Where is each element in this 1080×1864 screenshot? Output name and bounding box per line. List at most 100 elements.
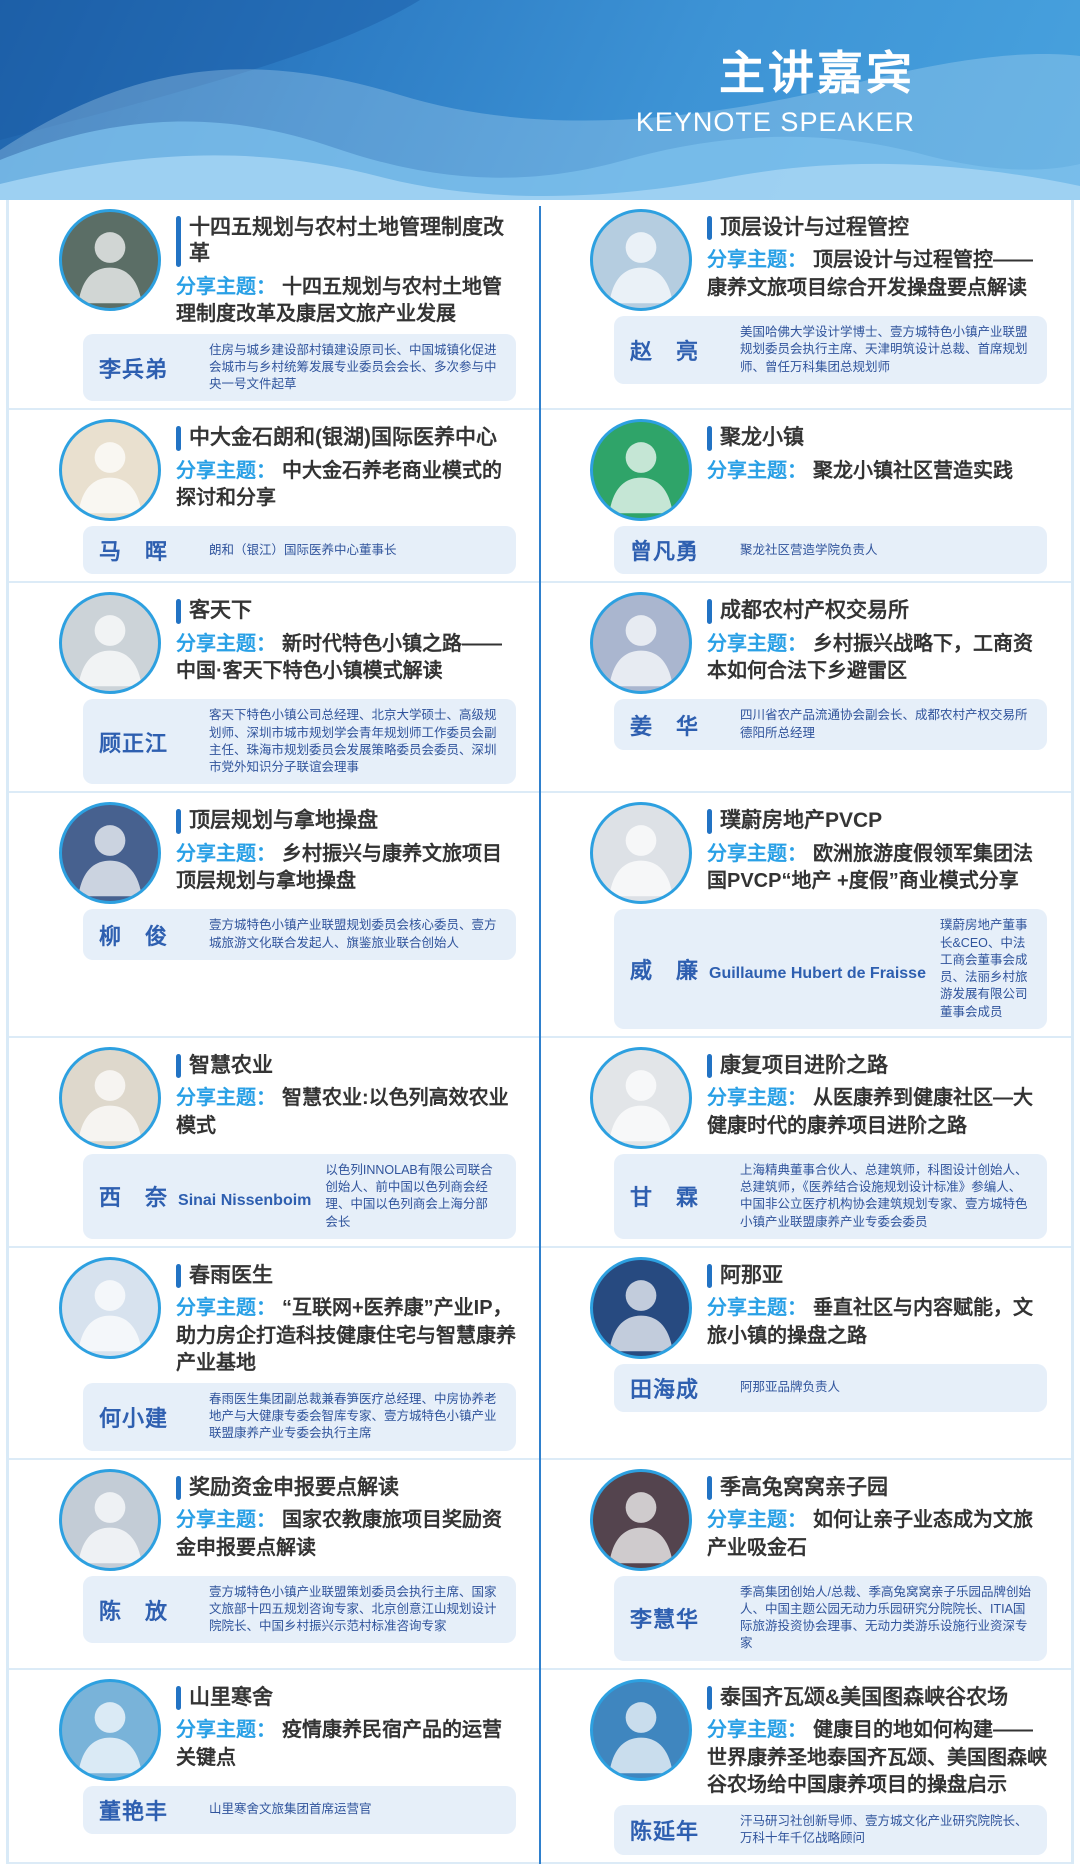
speaker-card: 聚龙小镇 分享主题： 聚龙小镇社区营造实践 曾凡勇 聚龙社区营造学院负责人 bbox=[540, 410, 1071, 584]
person-icon bbox=[78, 1701, 142, 1773]
person-icon bbox=[609, 1070, 673, 1142]
person-icon bbox=[609, 442, 673, 514]
topic-text: 聚龙小镇社区营造实践 bbox=[813, 459, 1013, 482]
speaker-text-block: 智慧农业 分享主题： 智慧农业:以色列高效农业模式 bbox=[176, 1047, 516, 1149]
speaker-photo bbox=[59, 1256, 161, 1359]
person-icon bbox=[609, 1701, 673, 1773]
speaker-photo bbox=[59, 209, 161, 311]
speaker-profile: 顶层设计与过程管控 分享主题： 顶层设计与过程管控——康养文旅项目综合开发操盘要点… bbox=[590, 209, 1047, 311]
topic-text: 十四五规划与农村土地管理制度改革及康居文旅产业发展 bbox=[176, 275, 502, 326]
speaker-name-en: Guillaume Hubert de Fraisse bbox=[709, 965, 926, 983]
speaker-card: 泰国齐瓦颂&美国图森峡谷农场 分享主题： 健康目的地如何构建——世界康养圣地泰国齐… bbox=[540, 1670, 1071, 1864]
topic-label: 分享主题： bbox=[707, 1087, 807, 1110]
speaker-profile: 春雨医生 分享主题： “互联网+医养康”产业IP，助力房企打造科技健康住宅与智慧康… bbox=[59, 1256, 516, 1378]
speaker-topic: 分享主题： 智慧农业:以色列高效农业模式 bbox=[176, 1085, 516, 1140]
person-icon bbox=[78, 1280, 142, 1352]
page-title: 主讲嘉宾 bbox=[719, 47, 915, 99]
speaker-session-title: 康复项目进阶之路 bbox=[707, 1053, 1047, 1079]
speaker-topic: 分享主题： 新时代特色小镇之路——中国·客天下特色小镇模式解读 bbox=[176, 631, 516, 686]
speaker-name-block: 西 奈 Sinai Nissenboim bbox=[99, 1180, 311, 1212]
speaker-topic: 分享主题： 十四五规划与农村土地管理制度改革及康居文旅产业发展 bbox=[176, 274, 516, 329]
speaker-text-block: 十四五规划与农村土地管理制度改革 分享主题： 十四五规划与农村土地管理制度改革及康… bbox=[176, 209, 516, 329]
header-title-block: 主讲嘉宾 KEYNOTE SPEAKER bbox=[636, 48, 915, 138]
speaker-card: 客天下 分享主题： 新时代特色小镇之路——中国·客天下特色小镇模式解读 顾正江 客… bbox=[9, 583, 540, 794]
topic-label: 分享主题： bbox=[176, 1508, 276, 1531]
speaker-photo bbox=[590, 419, 692, 522]
speaker-bio: 壹方城特色小镇产业联盟策划委员会执行主席、国家文旅部十四五规划咨询专家、北京创意… bbox=[209, 1584, 497, 1634]
speaker-profile: 成都农村产权交易所 分享主题： 乡村振兴战略下，工商资本如何合法下乡避雷区 bbox=[590, 592, 1047, 695]
speaker-session-title: 奖励资金申报要点解读 bbox=[176, 1475, 516, 1501]
speaker-name-block: 李慧华 bbox=[630, 1602, 726, 1634]
speaker-photo bbox=[59, 1468, 161, 1571]
topic-text: 乡村振兴与康养文旅项目顶层规划与拿地操盘 bbox=[176, 842, 502, 893]
topic-label: 分享主题： bbox=[707, 842, 807, 865]
speaker-text-block: 客天下 分享主题： 新时代特色小镇之路——中国·客天下特色小镇模式解读 bbox=[176, 592, 516, 694]
speaker-card: 春雨医生 分享主题： “互联网+医养康”产业IP，助力房企打造科技健康住宅与智慧康… bbox=[9, 1248, 540, 1460]
speaker-card: 成都农村产权交易所 分享主题： 乡村振兴战略下，工商资本如何合法下乡避雷区 姜 华… bbox=[540, 583, 1071, 794]
speaker-photo bbox=[59, 592, 161, 695]
speaker-profile: 璞蔚房地产PVCP 分享主题： 欧洲旅游度假领军集团法国PVCP“地产 +度假”商… bbox=[590, 802, 1047, 905]
speaker-bio: 以色列INNOLAB有限公司联合创始人、前中国以色列商会经理、中国以色列商会上海… bbox=[325, 1162, 493, 1229]
speaker-name-block: 董艳丰 bbox=[99, 1794, 195, 1826]
speaker-text-block: 成都农村产权交易所 分享主题： 乡村振兴战略下，工商资本如何合法下乡避雷区 bbox=[707, 592, 1047, 694]
topic-text: 垂直社区与内容赋能，文旅小镇的操盘之路 bbox=[707, 1297, 1033, 1347]
speaker-profile: 中大金石朗和(银湖)国际医养中心 分享主题： 中大金石养老商业模式的探讨和分享 bbox=[59, 419, 516, 522]
speaker-name-block: 赵 亮 bbox=[630, 334, 726, 366]
speaker-name-block: 柳 俊 bbox=[99, 919, 195, 951]
topic-label: 分享主题： bbox=[707, 632, 807, 655]
speaker-card: 顶层规划与拿地操盘 分享主题： 乡村振兴与康养文旅项目顶层规划与拿地操盘 柳 俊 … bbox=[9, 793, 540, 1038]
speaker-session-title: 春雨医生 bbox=[176, 1263, 516, 1289]
person-icon bbox=[78, 232, 142, 304]
speaker-session-title: 阿那亚 bbox=[707, 1263, 1047, 1289]
speaker-name: 赵 亮 bbox=[630, 338, 700, 364]
speaker-name: 陈延年 bbox=[630, 1819, 700, 1844]
speaker-topic: 分享主题： 健康目的地如何构建——世界康养圣地泰国齐瓦颂、美国图森峡谷农场给中国康… bbox=[707, 1717, 1047, 1800]
topic-text: 中大金石养老商业模式的探讨和分享 bbox=[176, 459, 502, 510]
speaker-name: 西 奈 bbox=[99, 1185, 169, 1211]
speaker-photo bbox=[590, 1256, 692, 1359]
topic-label: 分享主题： bbox=[176, 1297, 276, 1320]
speaker-text-block: 山里寒舍 分享主题： 疫情康养民宿产品的运营关键点 bbox=[176, 1679, 516, 1781]
speaker-name-block: 顾正江 bbox=[99, 726, 195, 758]
speaker-session-title: 璞蔚房地产PVCP bbox=[707, 808, 1047, 834]
speaker-bio: 四川省农产品流通协会副会长、成都农村产权交易所德阳所总经理 bbox=[740, 708, 1028, 740]
topic-label: 分享主题： bbox=[176, 1087, 276, 1110]
speaker-card: 季高兔窝窝亲子园 分享主题： 如何让亲子业态成为文旅产业吸金石 李慧华 季高集团创… bbox=[540, 1460, 1071, 1670]
topic-text: 欧洲旅游度假领军集团法国PVCP“地产 +度假”商业模式分享 bbox=[707, 842, 1033, 893]
speaker-card: 奖励资金申报要点解读 分享主题： 国家农教康旅项目奖励资金申报要点解读 陈 放 壹… bbox=[9, 1460, 540, 1670]
speaker-name: 董艳丰 bbox=[99, 1798, 169, 1824]
speaker-topic: 分享主题： “互联网+医养康”产业IP，助力房企打造科技健康住宅与智慧康养产业基地 bbox=[176, 1295, 516, 1378]
speaker-bio: 季高集团创始人/总裁、季高兔窝窝亲子乐园品牌创始人、中国主题公园无动力乐园研究分… bbox=[740, 1584, 1031, 1651]
speaker-photo bbox=[59, 1046, 161, 1149]
speaker-name-block: 甘 霖 bbox=[630, 1180, 726, 1212]
speaker-name: 马 晖 bbox=[99, 539, 169, 565]
speaker-card: 阿那亚 分享主题： 垂直社区与内容赋能，文旅小镇的操盘之路 田海成 阿那亚品牌负责… bbox=[540, 1248, 1071, 1460]
topic-label: 分享主题： bbox=[707, 1297, 807, 1320]
speaker-name: 李慧华 bbox=[630, 1607, 700, 1633]
speaker-bio: 住房与城乡建设部村镇建设原司长、中国城镇化促进会城市与乡村统筹发展专业委员会会长… bbox=[209, 342, 497, 392]
person-icon bbox=[609, 1491, 673, 1563]
column-divider bbox=[539, 206, 541, 1864]
speaker-namebar: 陈 放 壹方城特色小镇产业联盟策划委员会执行主席、国家文旅部十四五规划咨询专家、… bbox=[83, 1575, 516, 1644]
speaker-topic: 分享主题： 顶层设计与过程管控——康养文旅项目综合开发操盘要点解读 bbox=[707, 247, 1047, 302]
speaker-namebar: 李慧华 季高集团创始人/总裁、季高兔窝窝亲子乐园品牌创始人、中国主题公园无动力乐… bbox=[614, 1575, 1047, 1661]
speaker-card: 璞蔚房地产PVCP 分享主题： 欧洲旅游度假领军集团法国PVCP“地产 +度假”商… bbox=[540, 793, 1071, 1038]
speaker-topic: 分享主题： 乡村振兴与康养文旅项目顶层规划与拿地操盘 bbox=[176, 841, 516, 896]
speaker-name-block: 姜 华 bbox=[630, 709, 726, 741]
speaker-bio: 阿那亚品牌负责人 bbox=[740, 1380, 841, 1395]
speaker-namebar: 赵 亮 美国哈佛大学设计学博士、壹方城特色小镇产业联盟规划委员会执行主席、天津明… bbox=[614, 316, 1047, 384]
speaker-card: 十四五规划与农村土地管理制度改革 分享主题： 十四五规划与农村土地管理制度改革及康… bbox=[9, 200, 540, 411]
speaker-bio: 汗马研习社创新导师、壹方城文化产业研究院院长、万科十年千亿战略顾问 bbox=[740, 1813, 1028, 1845]
speaker-bio: 山里寒舍文旅集团首席运营官 bbox=[209, 1802, 372, 1817]
person-icon bbox=[78, 1070, 142, 1142]
speaker-text-block: 季高兔窝窝亲子园 分享主题： 如何让亲子业态成为文旅产业吸金石 bbox=[707, 1469, 1047, 1571]
speaker-name-block: 陈延年 bbox=[630, 1814, 726, 1846]
topic-label: 分享主题： bbox=[707, 1508, 807, 1531]
topic-label: 分享主题： bbox=[176, 632, 276, 655]
speaker-name-block: 曾凡勇 bbox=[630, 534, 726, 566]
speaker-name: 柳 俊 bbox=[99, 923, 169, 949]
speaker-profile: 十四五规划与农村土地管理制度改革 分享主题： 十四五规划与农村土地管理制度改革及康… bbox=[59, 209, 516, 329]
speaker-profile: 智慧农业 分享主题： 智慧农业:以色列高效农业模式 bbox=[59, 1046, 516, 1149]
speaker-profile: 山里寒舍 分享主题： 疫情康养民宿产品的运营关键点 bbox=[59, 1678, 516, 1781]
speaker-bio: 美国哈佛大学设计学博士、壹方城特色小镇产业联盟规划委员会执行主席、天津明筑设计总… bbox=[740, 325, 1028, 374]
